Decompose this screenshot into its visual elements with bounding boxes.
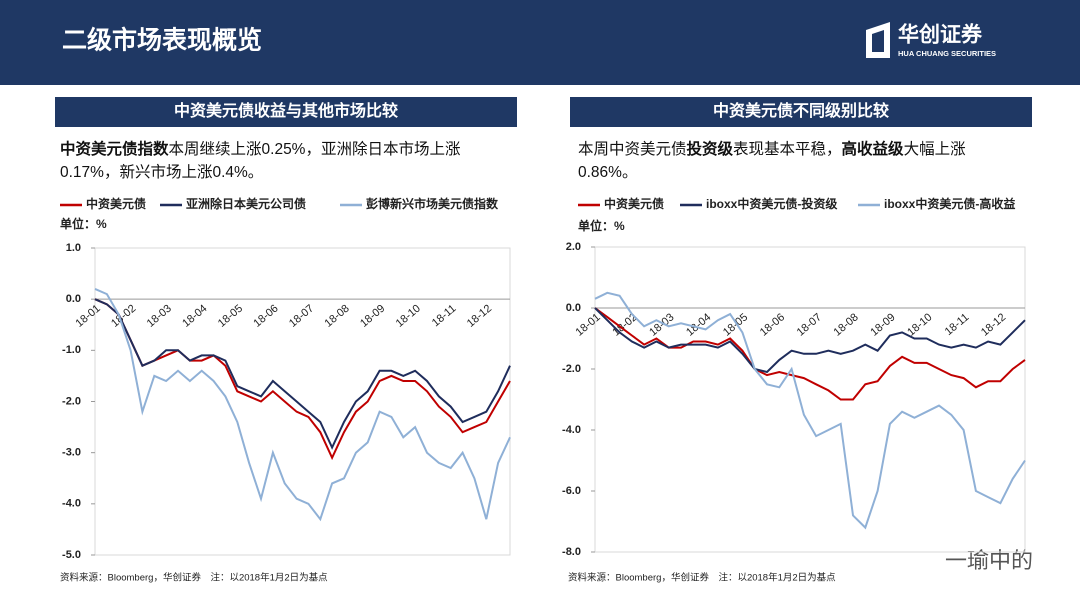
- logo-sub: HUA CHUANG SECURITIES: [898, 49, 996, 58]
- y-tick-label: -3.0: [62, 447, 81, 459]
- y-axis-label: 单位：%: [578, 218, 625, 233]
- x-tick-label: 18-10: [905, 311, 934, 338]
- description-text: 表现基本平稳，: [733, 141, 842, 158]
- header-bar: [0, 0, 1080, 85]
- series-line: [94, 298, 511, 450]
- legend-label: 中资美元债: [86, 196, 146, 211]
- y-tick-label: -8.0: [562, 546, 581, 558]
- x-tick-label: 18-12: [979, 311, 1008, 338]
- x-tick-label: 18-09: [358, 302, 387, 329]
- y-tick-label: -2.0: [562, 363, 581, 375]
- y-tick-label: -6.0: [562, 485, 581, 497]
- x-tick-label: 18-01: [74, 302, 103, 329]
- y-tick-label: -2.0: [62, 395, 81, 407]
- panel-heading-bar: [570, 97, 1032, 127]
- header-title: 二级市场表现概览: [62, 26, 262, 55]
- logo-icon: [866, 22, 890, 58]
- source-note: 资料来源：Bloomberg，华创证券 注：以2018年1月2日为基点: [568, 572, 836, 584]
- x-tick-label: 18-04: [180, 302, 209, 329]
- x-tick-label: 18-03: [145, 302, 174, 329]
- panel-heading: 中资美元债不同级别比较: [713, 101, 889, 120]
- description-text: 本周继续上涨0.25%，亚洲除日本市场上涨0.17%，新兴市场上涨0.4%。: [60, 141, 461, 181]
- y-tick-label: 0.0: [66, 293, 81, 305]
- y-tick-label: -1.0: [62, 344, 81, 356]
- x-tick-label: 18-07: [795, 311, 824, 338]
- y-tick-label: 1.0: [66, 242, 81, 254]
- panel-heading-bar: [55, 97, 517, 127]
- description: 本周中资美元债投资级表现基本平稳，高收益级大幅上涨0.86%。: [578, 138, 1018, 184]
- description-text: 本周中资美元债: [578, 141, 687, 158]
- logo-name: 华创证券: [898, 23, 983, 47]
- x-tick-label: 18-06: [758, 311, 787, 338]
- legend-label: iboxx中资美元债-高收益: [884, 196, 1015, 211]
- source-note: 资料来源：Bloomberg，华创证券 注：以2018年1月2日为基点: [60, 572, 328, 584]
- panel-heading: 中资美元债收益与其他市场比较: [174, 101, 398, 120]
- plot-frame: [594, 246, 1026, 553]
- x-tick-label: 18-02: [610, 311, 639, 338]
- x-tick-label: 18-08: [832, 311, 861, 338]
- plot-frame: [94, 247, 511, 556]
- y-tick-label: -4.0: [62, 498, 81, 510]
- x-tick-label: 18-07: [287, 302, 316, 329]
- y-tick-label: -5.0: [62, 549, 81, 561]
- series-line: [594, 291, 1026, 530]
- y-axis-label: 单位：%: [60, 216, 107, 231]
- description-text: 大幅上涨0.86%。: [578, 141, 966, 181]
- legend-label: 彭博新兴市场美元债指数: [366, 196, 499, 211]
- x-tick-label: 18-10: [394, 302, 423, 329]
- legend-label: iboxx中资美元债-投资级: [706, 196, 837, 211]
- x-tick-label: 18-05: [216, 302, 245, 329]
- y-tick-label: -4.0: [562, 424, 581, 436]
- x-tick-label: 18-11: [430, 302, 459, 329]
- x-tick-label: 18-01: [574, 311, 603, 338]
- description-text: 中资美元债指数: [60, 141, 169, 158]
- legend-label: 亚洲除日本美元公司债: [186, 196, 306, 211]
- description: 中资美元债指数本周继续上涨0.25%，亚洲除日本市场上涨0.17%，新兴市场上涨…: [60, 138, 500, 184]
- series-line: [594, 307, 1026, 374]
- x-tick-label: 18-11: [943, 311, 972, 338]
- description-text: 高收益级: [841, 141, 904, 158]
- series-line: [94, 298, 511, 461]
- description-text: 投资级: [686, 141, 734, 158]
- x-tick-label: 18-06: [251, 302, 280, 329]
- x-tick-label: 18-12: [465, 302, 494, 329]
- series-line: [94, 287, 511, 522]
- legend-label: 中资美元债: [604, 196, 664, 211]
- y-tick-label: 2.0: [566, 241, 581, 253]
- x-tick-label: 18-08: [323, 302, 352, 329]
- y-tick-label: 0.0: [566, 302, 581, 314]
